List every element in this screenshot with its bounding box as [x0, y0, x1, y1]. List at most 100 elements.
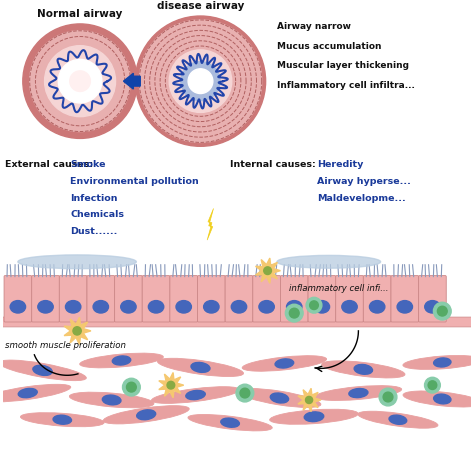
Circle shape — [160, 41, 241, 121]
Circle shape — [181, 62, 220, 100]
Text: Heredity: Heredity — [317, 160, 364, 169]
FancyArrow shape — [124, 73, 140, 89]
Polygon shape — [159, 373, 184, 398]
Ellipse shape — [10, 301, 26, 313]
Text: Smoke: Smoke — [70, 160, 106, 169]
Polygon shape — [298, 388, 321, 411]
FancyBboxPatch shape — [281, 275, 308, 322]
Ellipse shape — [434, 358, 451, 367]
Text: Muscular layer thickening: Muscular layer thickening — [277, 62, 410, 71]
Polygon shape — [207, 209, 213, 240]
Text: Internal causes:: Internal causes: — [230, 160, 316, 169]
Circle shape — [306, 297, 322, 313]
Circle shape — [428, 381, 437, 390]
FancyBboxPatch shape — [364, 275, 391, 322]
Ellipse shape — [191, 363, 210, 373]
Circle shape — [73, 327, 81, 335]
FancyBboxPatch shape — [308, 275, 336, 322]
Ellipse shape — [157, 358, 244, 376]
Text: Maldevelopme...: Maldevelopme... — [317, 194, 406, 203]
Ellipse shape — [403, 391, 474, 407]
Circle shape — [155, 36, 246, 127]
Circle shape — [165, 46, 236, 116]
Text: Inflammatory cell infiltra...: Inflammatory cell infiltra... — [277, 81, 415, 90]
Ellipse shape — [65, 301, 81, 313]
Circle shape — [70, 71, 91, 91]
Ellipse shape — [69, 392, 154, 408]
FancyBboxPatch shape — [4, 275, 32, 322]
Polygon shape — [64, 317, 91, 345]
Text: Environmental pollution: Environmental pollution — [70, 177, 199, 186]
Ellipse shape — [304, 412, 324, 422]
Circle shape — [289, 308, 299, 318]
Circle shape — [379, 388, 397, 406]
Ellipse shape — [287, 301, 302, 313]
Ellipse shape — [275, 359, 294, 368]
Ellipse shape — [231, 301, 246, 313]
Ellipse shape — [397, 301, 412, 313]
FancyBboxPatch shape — [170, 275, 198, 322]
Circle shape — [136, 16, 265, 146]
FancyBboxPatch shape — [142, 275, 170, 322]
Ellipse shape — [152, 387, 240, 403]
Text: Mucus accumulation: Mucus accumulation — [277, 42, 382, 51]
Text: Airway hyperse...: Airway hyperse... — [317, 177, 411, 186]
Circle shape — [30, 31, 130, 132]
Ellipse shape — [358, 411, 438, 428]
Circle shape — [383, 392, 393, 402]
FancyBboxPatch shape — [198, 275, 225, 322]
Ellipse shape — [322, 361, 405, 378]
Ellipse shape — [0, 384, 71, 402]
Ellipse shape — [389, 415, 407, 424]
Ellipse shape — [188, 414, 272, 431]
Text: disease airway: disease airway — [157, 1, 244, 11]
FancyBboxPatch shape — [336, 275, 364, 322]
Polygon shape — [255, 258, 281, 283]
Ellipse shape — [20, 413, 104, 427]
Ellipse shape — [349, 389, 368, 398]
Ellipse shape — [112, 356, 131, 365]
Ellipse shape — [176, 301, 191, 313]
Circle shape — [23, 24, 137, 138]
Ellipse shape — [242, 356, 327, 371]
FancyBboxPatch shape — [225, 275, 253, 322]
Text: smooth muscle proliferation: smooth muscle proliferation — [5, 341, 126, 350]
Text: Chemicals: Chemicals — [70, 210, 124, 219]
Ellipse shape — [270, 393, 289, 403]
Circle shape — [310, 301, 319, 310]
Ellipse shape — [148, 301, 164, 313]
Ellipse shape — [369, 301, 385, 313]
Circle shape — [306, 396, 313, 403]
Ellipse shape — [315, 386, 401, 401]
Ellipse shape — [18, 388, 37, 398]
Ellipse shape — [33, 365, 52, 375]
Ellipse shape — [80, 353, 164, 368]
Circle shape — [45, 46, 116, 117]
Ellipse shape — [121, 301, 136, 313]
FancyBboxPatch shape — [87, 275, 115, 322]
Circle shape — [285, 304, 303, 322]
Ellipse shape — [53, 415, 72, 424]
Circle shape — [240, 388, 250, 398]
Ellipse shape — [354, 365, 373, 374]
Circle shape — [433, 302, 451, 320]
FancyBboxPatch shape — [32, 275, 59, 322]
Circle shape — [150, 30, 251, 132]
Circle shape — [127, 382, 136, 392]
Ellipse shape — [38, 301, 53, 313]
Text: Normal airway: Normal airway — [37, 9, 123, 19]
FancyBboxPatch shape — [2, 317, 472, 327]
Ellipse shape — [221, 418, 239, 427]
Ellipse shape — [186, 391, 205, 400]
Ellipse shape — [0, 360, 86, 381]
Text: External causes:: External causes: — [5, 160, 93, 169]
Circle shape — [139, 20, 262, 142]
Ellipse shape — [137, 410, 155, 420]
Text: Dust......: Dust...... — [70, 227, 118, 236]
FancyBboxPatch shape — [253, 275, 281, 322]
Ellipse shape — [434, 394, 451, 404]
Ellipse shape — [18, 255, 137, 269]
Circle shape — [122, 378, 140, 396]
Ellipse shape — [277, 255, 381, 268]
Ellipse shape — [425, 301, 440, 313]
